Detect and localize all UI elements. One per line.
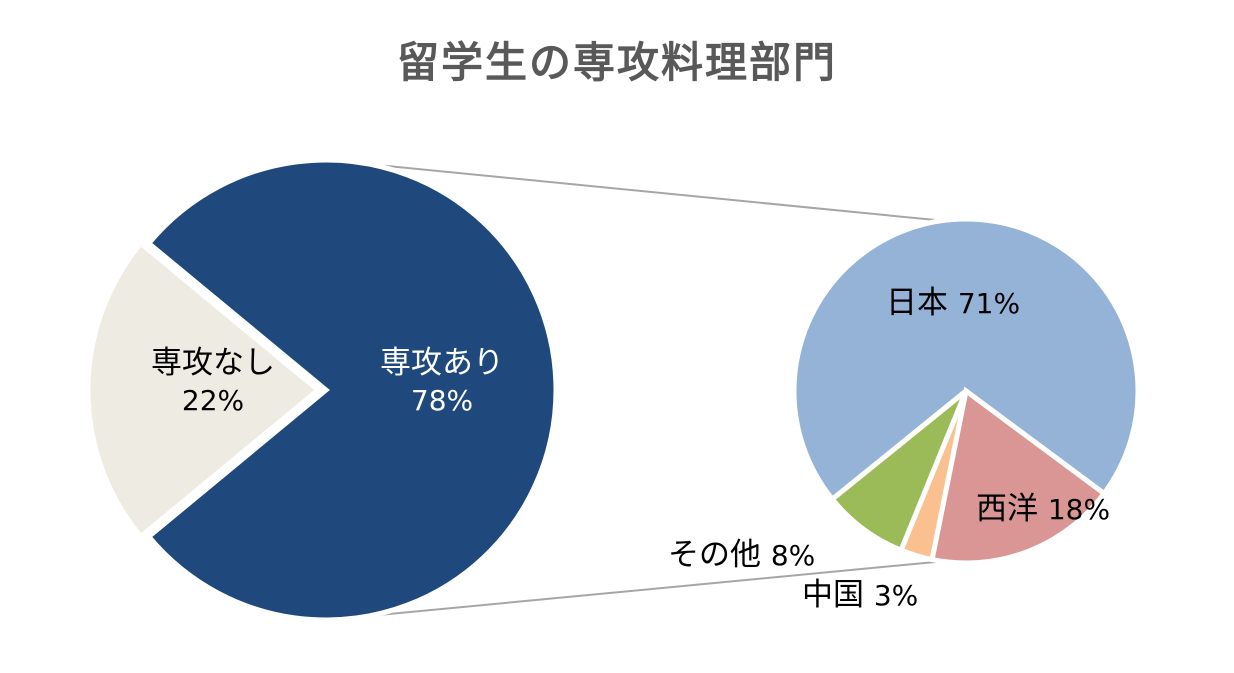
connector-lines (325, 159, 943, 621)
slice-percent: 18% (1047, 493, 1111, 526)
slice-name: 専攻なし (151, 345, 275, 381)
slice-label-chugoku: 中国 3% (802, 576, 918, 615)
slice-name: 日本 (886, 285, 948, 321)
slice-name: 専攻あり (380, 345, 504, 381)
slice-name: 西洋 (976, 491, 1038, 527)
slice-name: 中国 (802, 577, 864, 613)
slice-label-seiyo: 西洋 18% (976, 490, 1110, 529)
slice-nihon (791, 216, 1141, 503)
slice-percent: 78% (410, 383, 474, 417)
slice-senko-ari (145, 157, 559, 623)
slice-sonota (828, 389, 969, 554)
slice-seiyo (929, 386, 1108, 566)
chart-title: 留学生の専攻料理部門 (396, 38, 837, 87)
slice-senko-nashi (85, 239, 322, 541)
slice-percent: 3% (873, 579, 919, 612)
slice-percent: 22% (181, 383, 245, 417)
slice-percent: 71% (957, 287, 1021, 320)
slice-label-senko-nashi: 専攻なし 22% (151, 344, 275, 418)
slice-percent: 8% (770, 539, 816, 572)
slice-label-senko-ari: 専攻あり 78% (380, 344, 504, 418)
connector-top (325, 159, 943, 222)
connector-bottom (325, 560, 943, 621)
slice-name: その他 (668, 537, 761, 573)
slice-label-sonota: その他 8% (668, 536, 815, 575)
main-pie (85, 157, 559, 623)
slice-label-nihon: 日本 71% (886, 284, 1020, 323)
sub-pie (791, 216, 1141, 566)
